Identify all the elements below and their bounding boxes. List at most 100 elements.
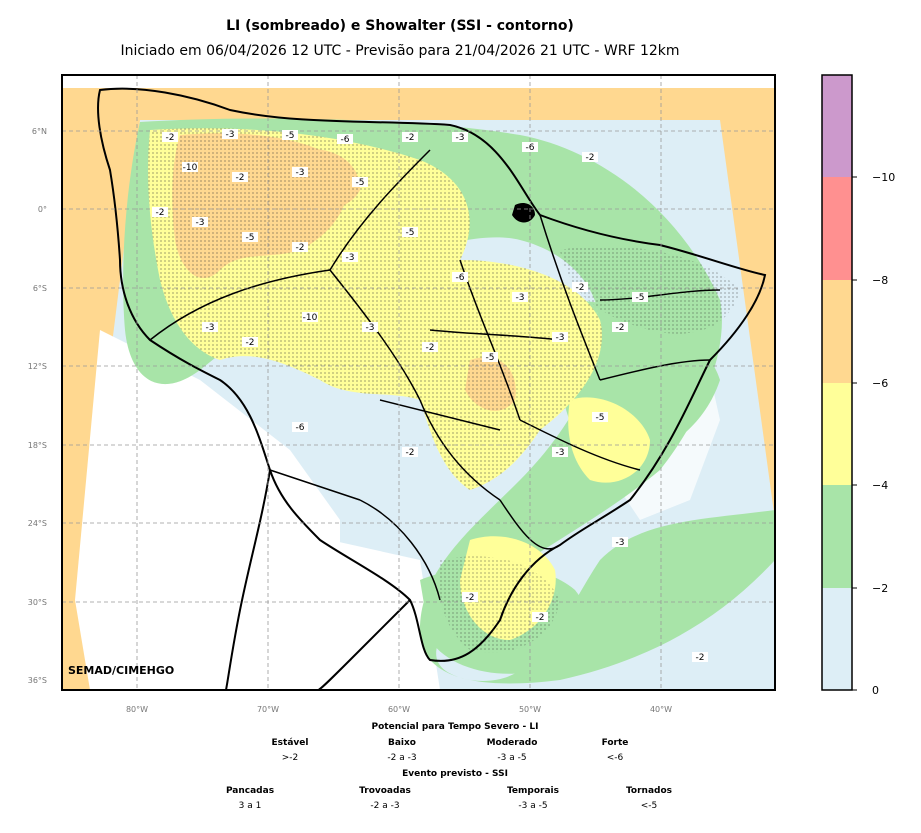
credit-label: SEMAD/CIMEHGO — [68, 664, 175, 677]
lat-label: 24°S — [28, 519, 47, 528]
colorbar: 0 −2 −4 −6 −8 −10 — [821, 74, 895, 697]
contour-label-bg — [422, 342, 438, 352]
contour-label: -3 — [196, 218, 205, 228]
gridlines — [62, 75, 775, 690]
legend-li-item: Estável >-2 — [271, 738, 309, 763]
ssi-dotted-east — [560, 246, 740, 334]
legend-li-item: Baixo -2 a -3 — [387, 738, 417, 763]
contour-label: -2 — [296, 243, 305, 253]
contour-label-bg — [337, 134, 353, 144]
contour-label: -3 — [456, 133, 465, 143]
contour-label: -10 — [183, 163, 198, 173]
contour-label-bg — [282, 130, 298, 140]
contour-label: -3 — [616, 538, 625, 548]
contour-label-bg — [612, 537, 628, 547]
legend-ssi-item: Temporais -3 a -5 — [506, 786, 559, 811]
lat-label: 12°S — [28, 362, 47, 371]
contour-label-bg — [292, 422, 308, 432]
contour-label: -5 — [406, 228, 415, 238]
contour-label-bg — [692, 652, 708, 662]
colorbar-segment — [822, 485, 852, 588]
colorbar-segment — [822, 75, 852, 177]
colorbar-tick: −10 — [872, 171, 895, 184]
contour-label: -5 — [356, 178, 365, 188]
contour-label-bg — [452, 132, 468, 142]
contour-label: -3 — [366, 323, 375, 333]
contour-label-bg — [152, 207, 168, 217]
contour-label: -6 — [341, 135, 350, 145]
contour-label: -3 — [346, 253, 355, 263]
contour-label: -2 — [236, 173, 245, 183]
legend-ssi-item: Trovoadas -2 a -3 — [359, 786, 411, 811]
contour-label: -10 — [303, 313, 318, 323]
legend-li-item: Forte <-6 — [601, 738, 629, 763]
legend-li-title: Potencial para Tempo Severo - LI — [371, 722, 539, 732]
contour-label-bg — [402, 227, 418, 237]
contour-label-bg — [342, 252, 358, 262]
pacific-white — [75, 330, 340, 690]
contour-label: -3 — [296, 168, 305, 178]
chile-coast — [225, 469, 271, 690]
lat-label: 30°S — [28, 598, 47, 607]
colorbar-segment — [822, 383, 852, 485]
contour-label-bg — [232, 172, 248, 182]
colorbar-tick: −4 — [872, 479, 888, 492]
marajo-island — [512, 203, 535, 223]
ssi-dotted — [148, 128, 602, 490]
lat-labels: 6°N 0° 6°S 12°S 18°S 24°S 30°S 36°S — [28, 127, 47, 685]
map-frame — [61, 74, 776, 691]
contour-label-bg — [352, 177, 368, 187]
colorbar-tick: −2 — [872, 582, 888, 595]
contour-label-bg — [532, 612, 548, 622]
contour-label: -3 — [556, 333, 565, 343]
contour-label-bg — [452, 272, 468, 282]
lon-label: 70°W — [257, 705, 279, 714]
contour-label-bg — [222, 129, 238, 139]
contour-label-bg — [522, 142, 538, 152]
colorbar-segment — [822, 177, 852, 280]
contour-label: -3 — [226, 130, 235, 140]
legend-li-item: Moderado -3 a -5 — [486, 738, 538, 763]
lat-label: 6°N — [32, 127, 47, 136]
contour-label: -2 — [166, 133, 175, 143]
contour-label-bg — [292, 242, 308, 252]
lon-labels: 80°W 70°W 60°W 50°W 40°W — [126, 705, 672, 714]
lon-label: 40°W — [650, 705, 672, 714]
contour-label: -5 — [486, 353, 495, 363]
colorbar-segment — [822, 588, 852, 690]
contour-label: -5 — [286, 131, 295, 141]
contour-label-bg — [302, 312, 318, 322]
contour-label-bg — [462, 592, 478, 602]
lon-label: 80°W — [126, 705, 148, 714]
contour-label: -2 — [156, 208, 165, 218]
contour-label: -2 — [246, 338, 255, 348]
coastline — [97, 87, 767, 662]
contour-label: -3 — [556, 448, 565, 458]
legend-ssi-item: Pancadas 3 a 1 — [225, 786, 275, 811]
contour-label: -6 — [526, 143, 535, 153]
colorbar-tick: −8 — [872, 274, 888, 287]
contour-label: -3 — [516, 293, 525, 303]
legend-ssi-item: Tornados <-5 — [625, 786, 673, 811]
contour-label: -2 — [406, 448, 415, 458]
contour-label: -2 — [426, 343, 435, 353]
contour-label: -2 — [586, 153, 595, 163]
contour-label: -2 — [696, 653, 705, 663]
contour-label: -2 — [406, 133, 415, 143]
contour-labels: -2 -3 -5 -6 -10 -2 -3 -5 -2 -3 -6 -2 -2 -3 -5 -2 -3 -5 -6 -… — [152, 129, 708, 663]
contour-label: -5 — [246, 233, 255, 243]
contour-label-bg — [292, 167, 308, 177]
contour-label-bg — [162, 132, 178, 142]
contour-label-bg — [362, 322, 378, 332]
map-area: -2 -3 -5 -6 -10 -2 -3 -5 -2 -3 -6 -2 -2 -3 -5 -2 -3 -5 -6 -… — [62, 75, 775, 690]
contour-label-bg — [512, 292, 528, 302]
contour-label: -6 — [456, 273, 465, 283]
contour-label: -2 — [616, 323, 625, 333]
contour-label-bg — [482, 352, 498, 362]
contour-label-bg — [582, 152, 598, 162]
contour-label-bg — [402, 447, 418, 457]
lon-label: 60°W — [388, 705, 410, 714]
contour-label-bg — [202, 322, 218, 332]
colorbar-tick: −6 — [872, 377, 888, 390]
